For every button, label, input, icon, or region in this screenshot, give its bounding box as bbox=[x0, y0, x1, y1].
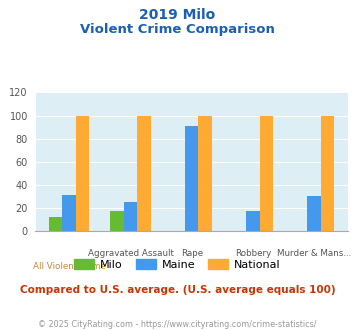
Text: © 2025 CityRating.com - https://www.cityrating.com/crime-statistics/: © 2025 CityRating.com - https://www.city… bbox=[38, 320, 317, 329]
Text: Rape: Rape bbox=[181, 249, 203, 258]
Bar bbox=[185, 126, 198, 231]
Bar bbox=[124, 202, 137, 231]
Bar bbox=[49, 217, 62, 231]
Bar bbox=[198, 115, 212, 231]
Bar bbox=[110, 211, 124, 231]
Bar bbox=[260, 115, 273, 231]
Bar bbox=[76, 115, 89, 231]
Bar bbox=[307, 196, 321, 231]
Text: 2019 Milo: 2019 Milo bbox=[140, 8, 215, 22]
Bar bbox=[137, 115, 151, 231]
Text: All Violent Crime: All Violent Crime bbox=[33, 262, 106, 271]
Bar bbox=[62, 195, 76, 231]
Text: Compared to U.S. average. (U.S. average equals 100): Compared to U.S. average. (U.S. average … bbox=[20, 285, 335, 295]
Text: Murder & Mans...: Murder & Mans... bbox=[277, 249, 351, 258]
Legend: Milo, Maine, National: Milo, Maine, National bbox=[70, 255, 285, 274]
Text: Robbery: Robbery bbox=[235, 249, 271, 258]
Bar bbox=[321, 115, 334, 231]
Text: Aggravated Assault: Aggravated Assault bbox=[88, 249, 173, 258]
Bar bbox=[246, 211, 260, 231]
Text: Violent Crime Comparison: Violent Crime Comparison bbox=[80, 23, 275, 36]
